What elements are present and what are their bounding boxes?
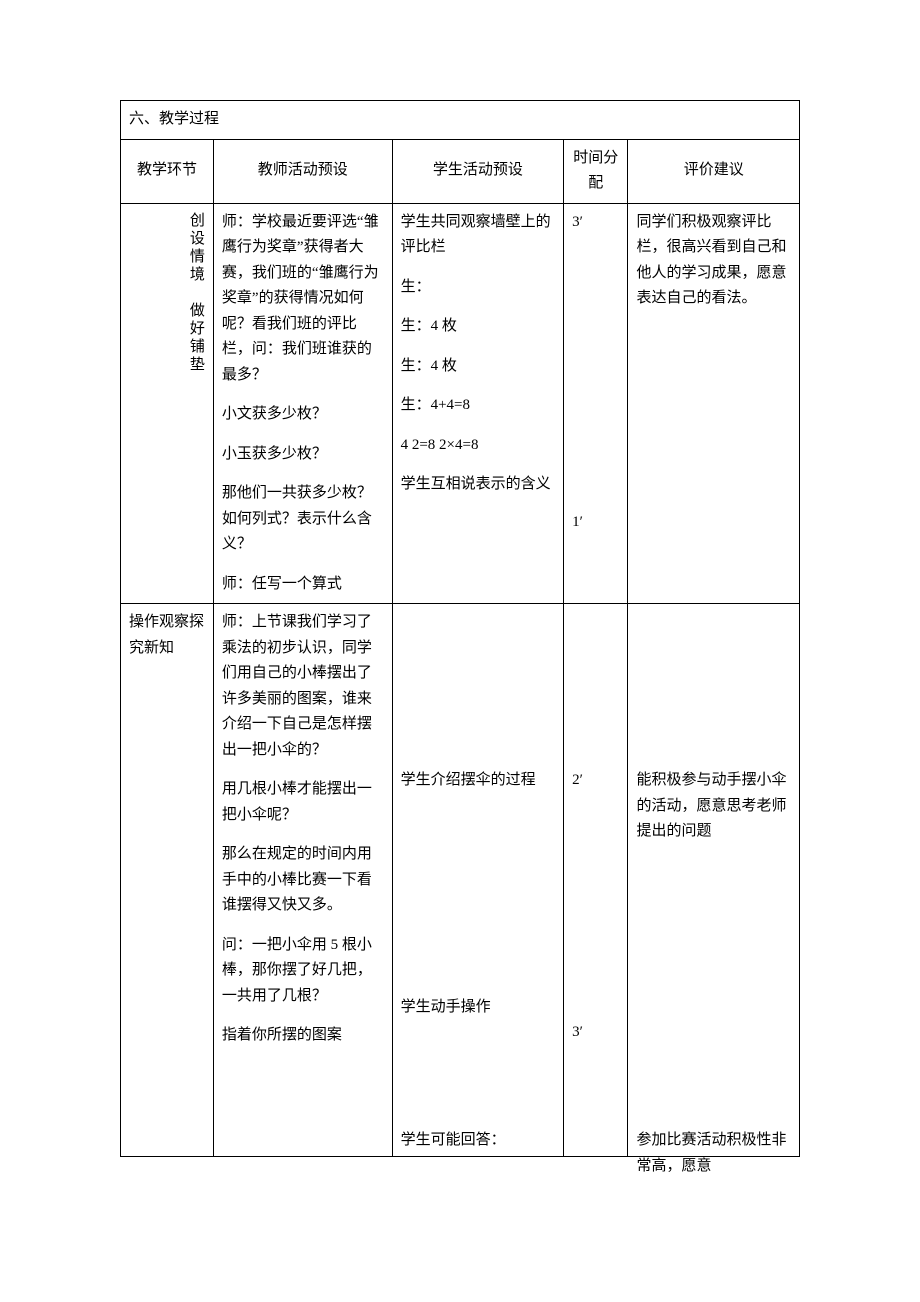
teacher-text: 小玉获多少枚？ [222,442,384,468]
lesson-plan-table: 六、教学过程 教学环节 教师活动预设 学生活动预设 时间分配 评价建议 创 设 … [120,100,800,1157]
time-cell-2: 2′ 3′ [564,604,628,1157]
student-text: 生： [401,275,556,301]
header-eval: 评价建议 [628,139,800,203]
stage-char: 境 [190,266,205,284]
time-value: 3′ [572,1020,583,1046]
student-text: 生：4 枚 [401,354,556,380]
teacher-text: 问：一把小伞用 5 根小棒，那你摆了好几把，一共用了几根？ [222,933,384,1010]
stage-cell-1: 创 设 情 境 做 好 铺 垫 [121,203,214,604]
table-row: 操作观察探究新知 师：上节课我们学习了乘法的初步认识，同学们用自己的小棒摆出了许… [121,604,800,1157]
stage-vertical-label: 创 设 情 境 做 好 铺 垫 [129,210,205,374]
stage-cell-2: 操作观察探究新知 [121,604,214,1157]
teacher-text: 用几根小棒才能摆出一把小伞呢？ [222,777,384,828]
header-stage: 教学环节 [121,139,214,203]
student-text: 学生共同观察墙壁上的评比栏 [401,210,556,261]
header-time: 时间分配 [564,139,628,203]
time-value: 2′ [572,768,583,794]
section-title-row: 六、教学过程 [121,101,800,140]
time-cell-1: 3′ 1′ [564,203,628,604]
eval-cell-1: 同学们积极观察评比栏，很高兴看到自己和他人的学习成果，愿意表达自己的看法。 [628,203,800,604]
teacher-text: 小文获多少枚？ [222,402,384,428]
eval-text: 同学们积极观察评比栏，很高兴看到自己和他人的学习成果，愿意表达自己的看法。 [636,210,791,312]
teacher-text: 师：学校最近要评选“雏鹰行为奖章”获得者大赛，我们班的“雏鹰行为奖章”的获得情况… [222,210,384,389]
stage-vcol-1: 创 设 情 境 做 好 铺 垫 [190,212,205,374]
stage-char: 情 [190,248,205,266]
stage-char: 设 [190,230,205,248]
student-text: 学生动手操作 [401,995,491,1021]
header-teacher: 教师活动预设 [213,139,392,203]
teacher-cell-1: 师：学校最近要评选“雏鹰行为奖章”获得者大赛，我们班的“雏鹰行为奖章”的获得情况… [213,203,392,604]
table-row: 创 设 情 境 做 好 铺 垫 师：学校最近要评选“雏鹰行为奖章”获得者大赛，我… [121,203,800,604]
student-cell-1: 学生共同观察墙壁上的评比栏 生： 生：4 枚 生：4 枚 生：4+4=8 4 2… [392,203,564,604]
student-text: 生：4+4=8 [401,393,556,419]
student-text: 学生互相说表示的含义 [401,472,556,498]
section-title: 六、教学过程 [121,101,800,140]
student-cell-2: 学生介绍摆伞的过程 学生动手操作 学生可能回答： [392,604,564,1157]
teacher-text: 指着你所摆的图案 [222,1023,384,1049]
header-student: 学生活动预设 [392,139,564,203]
time-value: 3′ [572,210,583,236]
teacher-text: 那他们一共获多少枚？如何列式？表示什么含义？ [222,481,384,558]
student-text: 4 2=8 2×4=8 [401,433,556,459]
stage-spacer [196,284,200,302]
teacher-cell-2: 师：上节课我们学习了乘法的初步认识，同学们用自己的小棒摆出了许多美丽的图案，谁来… [213,604,392,1157]
stage-char: 好 [190,320,205,338]
eval-cell-2: 能积极参与动手摆小伞的活动，愿意思考老师提出的问题 参加比赛活动积极性非常高，愿… [628,604,800,1157]
stage-char: 铺 [190,338,205,356]
header-row: 教学环节 教师活动预设 学生活动预设 时间分配 评价建议 [121,139,800,203]
stage-char: 创 [190,212,205,230]
teacher-text: 那么在规定的时间内用手中的小棒比赛一下看谁摆得又快又多。 [222,842,384,919]
stage-char: 做 [190,302,205,320]
stage-char: 垫 [190,356,205,374]
stage-text: 操作观察探究新知 [129,610,205,661]
student-text: 生：4 枚 [401,314,556,340]
eval-text: 参加比赛活动积极性非常高，愿意 [636,1128,791,1179]
student-text: 学生介绍摆伞的过程 [401,768,536,794]
student-text: 学生可能回答： [401,1128,506,1154]
teacher-text: 师：上节课我们学习了乘法的初步认识，同学们用自己的小棒摆出了许多美丽的图案，谁来… [222,610,384,763]
eval-text: 能积极参与动手摆小伞的活动，愿意思考老师提出的问题 [636,768,791,845]
teacher-text: 师：任写一个算式 [222,572,384,598]
time-value: 1′ [572,510,583,536]
